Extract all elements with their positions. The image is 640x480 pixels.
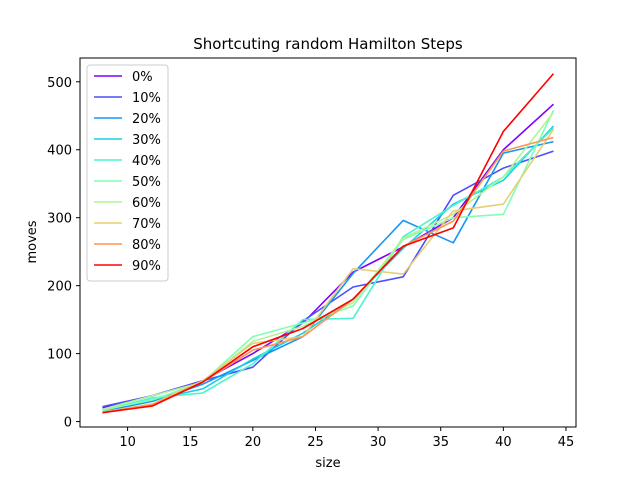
x-tick-label: 25 — [307, 435, 324, 450]
x-tick-label: 10 — [119, 435, 136, 450]
y-tick-label: 500 — [47, 76, 72, 91]
x-tick-label: 40 — [495, 435, 512, 450]
legend-label: 60% — [132, 196, 161, 211]
series-line-8 — [102, 136, 554, 414]
legend-label: 0% — [132, 70, 153, 85]
legend-label: 30% — [132, 133, 161, 148]
series-line-5 — [102, 109, 555, 411]
y-axis: 0 100 200 300 400 500 — [47, 76, 80, 431]
legend-label: 80% — [132, 238, 161, 253]
series-line-9 — [102, 73, 555, 414]
series-line-3 — [102, 125, 555, 411]
y-tick-label: 100 — [47, 348, 72, 363]
series-line-4 — [102, 127, 555, 412]
series-line-2 — [102, 140, 554, 413]
x-axis-title: size — [315, 456, 340, 471]
chart-title: Shortcuting random Hamilton Steps — [193, 35, 463, 53]
y-tick-label: 400 — [47, 144, 72, 159]
legend-label: 40% — [132, 154, 161, 169]
y-tick-label: 300 — [47, 212, 72, 227]
x-tick-label: 15 — [182, 435, 199, 450]
legend-label: 50% — [132, 175, 161, 190]
series-line-7 — [102, 128, 555, 413]
legend: 0% 10% 20% 30% 40% 50% 60% 70% 80% 90% — [86, 64, 169, 282]
series-layer — [102, 73, 555, 414]
series-line-6 — [102, 111, 555, 411]
legend-label: 90% — [132, 259, 161, 274]
x-tick-label: 35 — [432, 435, 449, 450]
legend-label: 70% — [132, 217, 161, 232]
plot-area-frame — [79, 57, 577, 428]
series-line-0 — [102, 103, 555, 409]
y-tick-label: 200 — [47, 280, 72, 295]
x-tick-label: 20 — [245, 435, 262, 450]
y-tick-label: 0 — [64, 416, 72, 431]
x-axis: 10 15 20 25 30 35 40 45 — [119, 427, 574, 450]
x-tick-label: 30 — [370, 435, 387, 450]
y-axis-title: moves — [25, 220, 40, 263]
legend-label: 20% — [132, 112, 161, 127]
x-tick-label: 45 — [558, 435, 575, 450]
legend-label: 10% — [132, 91, 161, 106]
legend-box — [86, 64, 169, 282]
